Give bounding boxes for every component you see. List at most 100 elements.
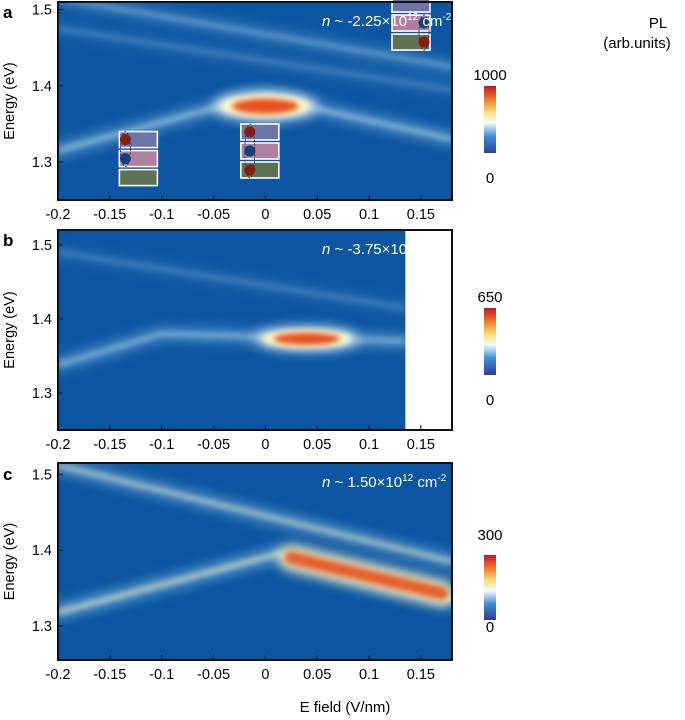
annotation-exponent: 12 (407, 12, 419, 23)
x-tick-label: 0.05 (303, 207, 331, 223)
x-tick-label: 0.05 (303, 667, 331, 683)
y-tick-label: 1.5 (32, 467, 52, 483)
annotation-unit-exponent: -2 (437, 473, 446, 484)
hole-dot (244, 164, 256, 176)
panel-label: c (3, 465, 12, 484)
y-tick-label: 1.3 (32, 619, 52, 635)
colorbar (484, 555, 496, 620)
panel-b: -0.2 -0.15 -0.1 -0.05 0 0.05 0.1 0.15 1.3 1.4 1.5 E… (2, 229, 503, 453)
colorbar (484, 86, 496, 153)
colorbar-max-label: 300 (477, 527, 502, 544)
x-tick-label: -0.05 (197, 207, 230, 223)
annotation-unit: cm (418, 13, 442, 30)
colorbar (484, 308, 496, 375)
plot-frame (57, 1, 453, 201)
y-tick-label: 1.4 (32, 543, 52, 559)
annotation-unit-exponent: -2 (442, 240, 451, 251)
band-line (58, 250, 406, 310)
x-tick-label: -0.1 (149, 437, 174, 453)
annotation-value: ~ -2.25×10 (330, 13, 407, 30)
panel-label: a (3, 3, 13, 22)
bottom-layer (118, 168, 159, 187)
no-data-region (405, 230, 452, 430)
x-tick-label: 0.1 (359, 667, 379, 683)
annotation-unit-exponent: -2 (442, 12, 451, 23)
band-line (58, 463, 452, 564)
layer-diagram-inset (240, 123, 280, 179)
y-axis-label: Energy (eV) (2, 62, 18, 139)
plot-frame (57, 462, 453, 661)
annotation-symbol: n (322, 13, 330, 30)
x-tick-label: -0.15 (93, 437, 126, 453)
plot-frame (57, 229, 453, 431)
x-tick-label: -0.2 (46, 437, 71, 453)
x-tick-label: 0.05 (303, 437, 331, 453)
annotation-exponent: 12 (402, 473, 414, 484)
colorbar-min-label: 0 (486, 170, 494, 187)
colorbar-min-label: 0 (486, 392, 494, 409)
x-tick-label: -0.05 (197, 667, 230, 683)
layer-diagram-inset (118, 130, 159, 187)
y-tick-label: 1.5 (32, 3, 52, 19)
x-tick-label: 0.15 (407, 437, 435, 453)
colorbar-title: PL (649, 15, 667, 32)
y-tick-label: 1.4 (32, 79, 52, 95)
y-tick-label: 1.4 (32, 312, 52, 328)
electron-dot (244, 145, 256, 157)
x-tick-label: 0 (261, 207, 269, 223)
annotation-unit: cm (418, 241, 442, 258)
density-annotation: n ~ -2.25×1012 cm-2 (322, 12, 452, 30)
heatmap (58, 463, 452, 660)
electron-dot (119, 153, 131, 165)
x-tick-label: 0 (261, 667, 269, 683)
exciton-outline (418, 14, 430, 51)
x-tick-label: -0.15 (93, 207, 126, 223)
y-tick-label: 1.3 (32, 155, 52, 171)
x-tick-label: -0.2 (46, 667, 71, 683)
annotation-unit: cm (413, 474, 437, 491)
top-layer (391, 0, 431, 13)
hole-dot (244, 126, 256, 138)
density-annotation: n ~ -3.75×1012 cm-2 (322, 240, 452, 258)
annotation-symbol: n (322, 474, 330, 491)
band-line (68, 2, 452, 69)
colorbar-max-label: 1000 (473, 67, 506, 84)
y-axis-label: Energy (eV) (2, 291, 18, 368)
y-tick-label: 1.5 (32, 238, 52, 254)
x-tick-label: 0 (261, 437, 269, 453)
x-tick-label: 0.15 (407, 207, 435, 223)
band-line (58, 26, 452, 92)
x-tick-label: -0.15 (93, 667, 126, 683)
density-annotation: n ~ 1.50×1012 cm-2 (322, 473, 447, 491)
electron-dot (418, 17, 430, 29)
hot-band (284, 551, 449, 600)
hot-spot (273, 332, 341, 345)
colorbar-min-label: 0 (486, 619, 494, 636)
annotation-value: ~ -3.75×10 (330, 241, 407, 258)
x-tick-label: -0.2 (46, 207, 71, 223)
colorbar-max-label: 650 (477, 289, 502, 306)
layer-diagram-inset (391, 0, 431, 51)
panel-a: -0.2 -0.15 -0.1 -0.05 0 0.05 0.1 0.15 1.3 1.4 1.5 E… (2, 0, 507, 223)
hot-spot (232, 98, 299, 114)
panel-c: -0.2 -0.15 -0.1 -0.05 0 0.05 0.1 0.15 1.3 1.4 1.5 E… (2, 462, 503, 716)
exciton-outline (119, 131, 131, 168)
annotation-symbol: n (322, 241, 330, 258)
x-axis-label: E field (V/nm) (300, 699, 391, 716)
panel-label: b (3, 231, 13, 250)
heatmap (58, 230, 452, 430)
hole-dot (418, 36, 430, 48)
x-tick-label: -0.1 (149, 207, 174, 223)
y-axis-label: Energy (eV) (2, 523, 18, 600)
annotation-exponent: 12 (407, 240, 419, 251)
annotation-value: ~ 1.50×10 (330, 474, 402, 491)
x-tick-label: 0.1 (359, 207, 379, 223)
colorbar-units: (arb.units) (603, 35, 671, 52)
x-tick-label: 0.1 (359, 437, 379, 453)
x-tick-label: -0.05 (197, 437, 230, 453)
x-tick-label: 0.15 (407, 667, 435, 683)
hole-dot (119, 134, 131, 146)
y-tick-label: 1.3 (32, 386, 52, 402)
x-tick-label: -0.1 (149, 667, 174, 683)
